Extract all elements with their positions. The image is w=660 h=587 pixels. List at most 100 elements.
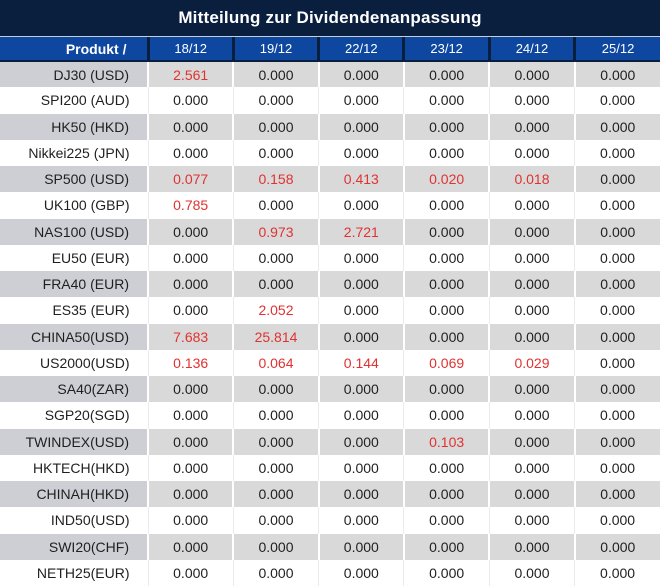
product-cell: HK50 (HKD) (0, 113, 149, 140)
value-cell: 0.000 (233, 244, 320, 271)
value-cell: 0.000 (489, 323, 576, 350)
value-cell: 0.000 (489, 244, 576, 271)
product-cell: HKTECH(HKD) (0, 454, 149, 481)
value-cell: 0.000 (233, 428, 320, 455)
table-row: HK50 (HKD) 0.000 0.000 0.000 0.000 0.000 0.000 (0, 113, 660, 140)
product-cell: US2000(USD) (0, 349, 149, 376)
product-cell: SA40(ZAR) (0, 376, 149, 403)
value-cell: 0.000 (403, 559, 490, 586)
value-cell: 0.000 (318, 481, 405, 508)
value-cell: 0.000 (403, 297, 490, 324)
value-cell: 0.973 (233, 218, 320, 245)
value-cell: 0.000 (403, 192, 490, 219)
value-cell: 0.000 (489, 87, 576, 114)
table-header-row: Produkt /18/12 19/12 22/12 23/12 24/12 25/12 (0, 37, 660, 62)
table-row: SPI200 (AUD) 0.000 0.000 0.000 0.000 0.000 0.0… (0, 87, 660, 114)
table-row: NETH25(EUR) 0.000 0.000 0.000 0.000 0.000 0.00… (0, 559, 660, 586)
value-cell: 0.000 (403, 218, 491, 245)
value-cell: 0.064 (233, 349, 320, 376)
value-cell: 0.000 (574, 428, 660, 455)
value-cell: 0.000 (574, 323, 660, 350)
value-cell: 0.000 (574, 87, 660, 114)
value-cell: 0.000 (489, 533, 576, 560)
value-cell: 0.000 (574, 454, 660, 481)
value-cell: 0.077 (148, 166, 235, 193)
table-row: CHINA50(USD) 7.683 25.814 0.000 0.000 0.000 0.… (0, 323, 660, 350)
value-cell: 0.000 (233, 507, 320, 534)
value-cell: 0.000 (403, 113, 491, 140)
value-cell: 0.000 (233, 113, 320, 140)
value-cell: 0.000 (574, 297, 660, 324)
value-cell: 0.000 (233, 139, 320, 166)
column-header-date: 22/12 (318, 37, 406, 62)
value-cell: 0.000 (318, 533, 405, 560)
table-row: NAS100 (USD) 0.000 0.973 2.721 0.000 0.000 0.0… (0, 218, 660, 245)
table-row: IND50(USD) 0.000 0.000 0.000 0.000 0.000 0.000 (0, 507, 660, 534)
dividend-adjustment-table: Produkt /18/12 19/12 22/12 23/12 24/12 25/12 … (0, 37, 660, 586)
value-cell: 0.000 (574, 349, 660, 376)
value-cell: 0.000 (403, 323, 491, 350)
column-header-date: 18/12 (148, 37, 235, 62)
product-cell: SGP20(SGD) (0, 402, 149, 429)
value-cell: 0.000 (233, 481, 320, 508)
value-cell: 0.000 (318, 323, 405, 350)
value-cell: 0.000 (148, 533, 235, 560)
column-header-date: 25/12 (574, 37, 660, 62)
value-cell: 0.000 (489, 376, 576, 403)
product-cell: CHINAH(HKD) (0, 481, 149, 508)
column-header-date: 24/12 (489, 37, 577, 62)
product-cell: TWINDEX(USD) (0, 428, 149, 455)
value-cell: 0.000 (403, 481, 491, 508)
value-cell: 0.000 (148, 559, 234, 586)
table-row: SP500 (USD) 0.077 0.158 0.413 0.020 0.018 0.00… (0, 166, 660, 193)
table-row: SWI20(CHF) 0.000 0.000 0.000 0.000 0.000 0.000 (0, 533, 660, 560)
product-cell: DJ30 (USD) (0, 61, 149, 88)
value-cell: 0.000 (148, 87, 234, 114)
value-cell: 0.144 (318, 349, 405, 376)
value-cell: 0.000 (403, 271, 491, 298)
value-cell: 0.000 (318, 87, 405, 114)
value-cell: 0.103 (403, 428, 491, 455)
value-cell: 0.000 (318, 454, 405, 481)
value-cell: 0.000 (489, 271, 576, 298)
value-cell: 2.561 (148, 61, 235, 88)
value-cell: 0.000 (233, 559, 320, 586)
table-row: FRA40 (EUR) 0.000 0.000 0.000 0.000 0.000 0.00… (0, 271, 660, 298)
value-cell: 0.000 (574, 402, 660, 429)
product-cell: UK100 (GBP) (0, 192, 149, 219)
product-cell: SP500 (USD) (0, 166, 149, 193)
value-cell: 7.683 (148, 323, 235, 350)
value-cell: 0.000 (489, 428, 576, 455)
value-cell: 0.000 (233, 61, 320, 88)
value-cell: 0.018 (489, 166, 576, 193)
value-cell: 0.000 (318, 428, 405, 455)
value-cell: 0.000 (318, 376, 405, 403)
value-cell: 0.000 (318, 271, 405, 298)
table-row: US2000(USD) 0.136 0.064 0.144 0.069 0.029 0.00… (0, 349, 660, 376)
table-row: EU50 (EUR) 0.000 0.000 0.000 0.000 0.000 0.000 (0, 244, 660, 271)
value-cell: 0.000 (403, 139, 490, 166)
value-cell: 0.000 (148, 139, 234, 166)
value-cell: 0.069 (403, 349, 490, 376)
table-row: ES35 (EUR) 0.000 2.052 0.000 0.000 0.000 0.000 (0, 297, 660, 324)
value-cell: 0.000 (574, 376, 660, 403)
value-cell: 0.000 (233, 376, 320, 403)
value-cell: 0.000 (233, 402, 320, 429)
product-cell: SWI20(CHF) (0, 533, 149, 560)
value-cell: 0.000 (148, 271, 235, 298)
value-cell: 0.000 (233, 192, 320, 219)
value-cell: 0.000 (403, 87, 490, 114)
value-cell: 0.000 (403, 376, 491, 403)
product-cell: ES35 (EUR) (0, 297, 149, 324)
value-cell: 0.000 (574, 559, 660, 586)
table-body: DJ30 (USD) 2.561 0.000 0.000 0.000 0.000 0.000… (0, 61, 660, 586)
value-cell: 0.000 (574, 192, 660, 219)
table-row: UK100 (GBP) 0.785 0.000 0.000 0.000 0.000 0.00… (0, 192, 660, 219)
value-cell: 0.000 (233, 271, 320, 298)
table-row: CHINAH(HKD) 0.000 0.000 0.000 0.000 0.000 0.00… (0, 481, 660, 508)
table-row: HKTECH(HKD) 0.000 0.000 0.000 0.000 0.000 0.00… (0, 454, 660, 481)
value-cell: 0.000 (574, 113, 660, 140)
value-cell: 0.020 (403, 166, 491, 193)
value-cell: 0.000 (148, 454, 234, 481)
